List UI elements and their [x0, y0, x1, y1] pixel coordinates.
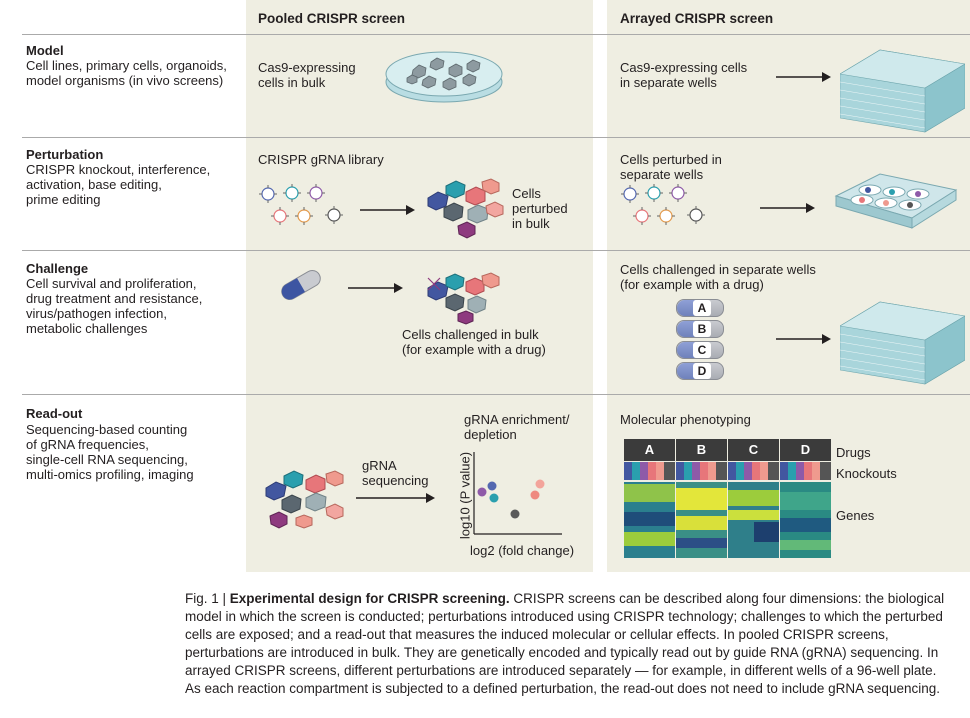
heatmap-col-c: C [728, 439, 779, 461]
caption-title: Experimental design for CRISPR screening… [229, 591, 510, 606]
pooled-perturbation-result: Cells perturbed in bulk [512, 186, 568, 231]
arrow-perturbation-arrayed [760, 203, 815, 213]
drug-pill-d: D [676, 362, 724, 380]
row-title-perturbation: Perturbation [26, 147, 104, 162]
perturbed-cells-illustration [427, 178, 504, 239]
caption-label: Fig. 1 | [185, 591, 230, 606]
heatmap-label-drugs: Drugs [836, 445, 871, 460]
row-divider [22, 394, 970, 395]
arrayed-perturbation-text: Cells perturbed in separate wells [620, 152, 722, 182]
arrow-challenge-pooled [348, 283, 403, 293]
heatmap [624, 462, 831, 558]
well-plate-stack-icon [840, 49, 965, 133]
arrow-model-arrayed [776, 72, 831, 82]
drug-pill-c: C [676, 341, 724, 359]
heatmap-label-knockouts: Knockouts [836, 466, 897, 481]
pooled-header: Pooled CRISPR screen [258, 11, 406, 26]
plot-dot [487, 481, 497, 491]
plot-dot [489, 493, 499, 503]
volcano-plot [473, 452, 562, 535]
heatmap-label-genes: Genes [836, 508, 875, 523]
arrayed-challenge-text: Cells challenged in separate wells (for … [620, 262, 816, 292]
arrayed-model-text: Cas9-expressing cells in separate wells [620, 60, 748, 90]
row-desc-challenge: Cell survival and proliferation, drug tr… [26, 276, 203, 336]
virus-library-illustration [259, 184, 343, 225]
readout-cells-illustration [265, 470, 344, 529]
pooled-perturbation-text: CRISPR gRNA library [258, 152, 384, 167]
row-divider [22, 250, 970, 251]
heatmap-col-d: D [780, 439, 831, 461]
row-divider [22, 34, 970, 35]
row-desc-readout: Sequencing-based counting of gRNA freque… [26, 422, 194, 482]
caption-body: CRISPR screens can be described along fo… [185, 591, 945, 696]
drug-pill-b: B [676, 320, 724, 338]
plot-dot [477, 487, 487, 497]
drug-capsule-icon [281, 270, 321, 300]
plot-dot [510, 509, 520, 519]
readout-arrow-label: gRNA sequencing [362, 458, 429, 488]
challenged-cells-illustration [427, 272, 500, 325]
row-title-model: Model [26, 43, 64, 58]
heatmap-col-a: A [624, 439, 675, 461]
plot-title: gRNA enrichment/ depletion [464, 412, 570, 442]
row-title-challenge: Challenge [26, 261, 89, 276]
pooled-challenge-text: Cells challenged in bulk (for example wi… [402, 327, 546, 357]
arrayed-header: Arrayed CRISPR screen [620, 11, 774, 26]
row-desc-model: Cell lines, primary cells, organoids, mo… [26, 58, 227, 88]
petri-dish-illustration [385, 51, 503, 103]
plot-x-label: log2 (fold change) [470, 543, 575, 558]
row-desc-perturbation: CRISPR knockout, interference, activatio… [26, 162, 211, 207]
arrow-perturbation-pooled [360, 205, 415, 215]
arrow-challenge-arrayed [776, 334, 831, 344]
well-plate-stack-icon-challenge [840, 301, 965, 385]
six-well-plate-illustration [834, 173, 958, 229]
arrayed-readout-text: Molecular phenotyping [620, 412, 751, 427]
drug-pill-a: A [676, 299, 724, 317]
plot-dot [535, 479, 545, 489]
pooled-model-text: Cas9-expressing cells in bulk [258, 60, 356, 90]
knockout-strip [624, 462, 831, 480]
arrow-readout-pooled [356, 493, 435, 503]
virus-panel-arrayed [621, 184, 705, 225]
plot-dot [530, 490, 540, 500]
row-divider [22, 137, 970, 138]
figure-caption: Fig. 1 | Experimental design for CRISPR … [185, 590, 955, 698]
heatmap-col-b: B [676, 439, 727, 461]
row-title-readout: Read-out [26, 406, 83, 421]
